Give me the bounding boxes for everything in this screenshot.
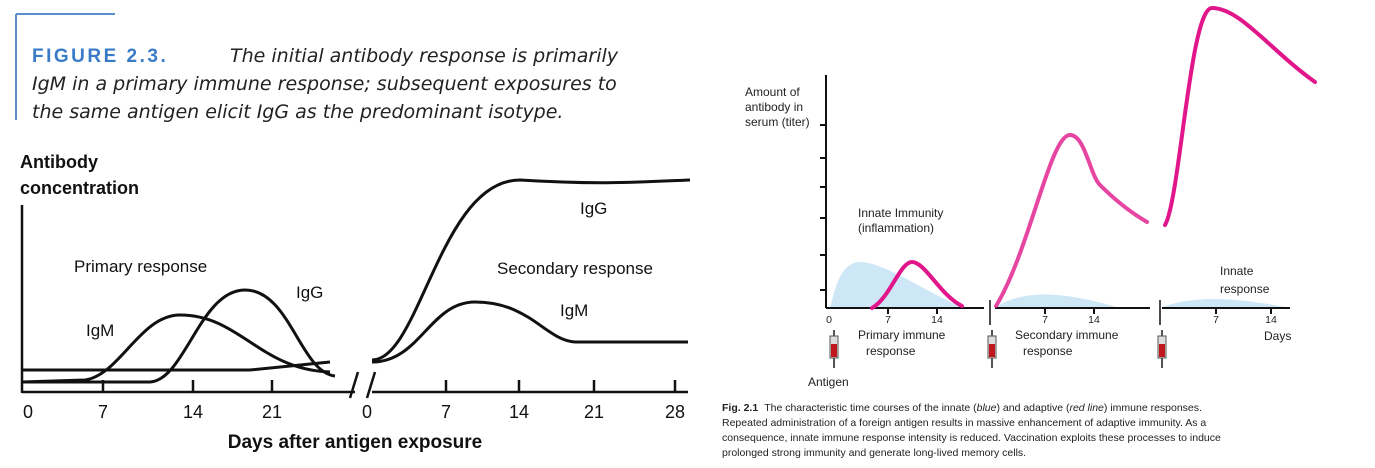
caption-label: FIGURE 2.3. bbox=[32, 46, 168, 67]
syringe bbox=[829, 330, 839, 368]
label: IgG bbox=[296, 283, 323, 302]
y-axis-label: antibody in bbox=[745, 100, 803, 114]
x-unit: Days bbox=[1264, 329, 1291, 343]
caption-line: the same antigen elicit IgG as the predo… bbox=[32, 101, 563, 123]
caption-line: The initial antibody response is primari… bbox=[230, 45, 619, 67]
label: Secondary response bbox=[497, 259, 653, 278]
caption-line: IgM in a primary immune response; subseq… bbox=[32, 73, 617, 95]
caption-text: ) and adaptive ( bbox=[996, 402, 1069, 414]
x-tick-label: 21 bbox=[584, 402, 604, 422]
y-axis-label: Antibody bbox=[20, 152, 98, 172]
x-tick-label: 28 bbox=[665, 402, 685, 422]
caption-line: prolonged strong immunity and generate l… bbox=[722, 447, 1026, 459]
caption-text: red line bbox=[1069, 402, 1104, 414]
caption-label: Fig. 2.1 bbox=[722, 402, 758, 414]
syringe bbox=[1157, 330, 1167, 368]
tertiary-adaptive-curve bbox=[1163, 5, 1317, 227]
right-figure: Amount of antibody in serum (titer) 0 7 … bbox=[722, 5, 1317, 459]
axes bbox=[820, 75, 1290, 325]
syringes bbox=[829, 330, 1167, 368]
x-tick-label: 14 bbox=[183, 402, 203, 422]
x-tick-label: 14 bbox=[931, 314, 943, 326]
x-tick-label: 7 bbox=[1213, 314, 1219, 326]
x-tick-label: 7 bbox=[885, 314, 891, 326]
label: Innate bbox=[1220, 264, 1254, 278]
x-tick-label: 0 bbox=[826, 314, 832, 326]
x-tick-label: 14 bbox=[1088, 314, 1100, 326]
syringe bbox=[987, 330, 997, 368]
caption-line: Repeated administration of a foreign ant… bbox=[722, 417, 1206, 429]
primary-baseline bbox=[22, 360, 331, 372]
x-tick-label: 14 bbox=[509, 402, 529, 422]
label: Primary immune bbox=[858, 328, 946, 342]
label: Primary response bbox=[74, 257, 207, 276]
label: response bbox=[1023, 344, 1073, 358]
label: (inflammation) bbox=[858, 221, 934, 235]
x-tick-label: 21 bbox=[262, 402, 282, 422]
caption-line: consequence, innate immune response inte… bbox=[722, 432, 1221, 444]
label: response bbox=[1220, 282, 1270, 296]
label: IgG bbox=[580, 199, 607, 218]
primary-igm-curve bbox=[21, 313, 331, 384]
y-axis-label: serum (titer) bbox=[745, 115, 810, 129]
x-axis-label: Days after antigen exposure bbox=[228, 432, 482, 453]
x-tick-label: 14 bbox=[1265, 314, 1277, 326]
x-tick-label: 7 bbox=[1042, 314, 1048, 326]
y-axis-label: Amount of bbox=[745, 85, 800, 99]
caption-text: blue bbox=[977, 402, 997, 414]
x-tick-labels: 0 7 14 7 14 7 14 bbox=[826, 314, 1277, 326]
primary-adaptive-curve bbox=[870, 259, 964, 310]
caption-text: The characteristic time courses of the i… bbox=[764, 402, 977, 414]
caption: Fig. 2.1 The characteristic time courses … bbox=[722, 402, 1221, 459]
label: IgM bbox=[86, 321, 114, 340]
label: Antigen bbox=[808, 375, 849, 389]
secondary-igm-curve bbox=[371, 300, 688, 364]
x-tick-label: 7 bbox=[441, 402, 451, 422]
x-tick-label: 7 bbox=[98, 402, 108, 422]
primary-igg-curve bbox=[22, 288, 336, 384]
x-tick-labels: 0 7 14 21 0 7 14 21 28 bbox=[23, 402, 685, 422]
y-axis-label: concentration bbox=[20, 178, 139, 198]
x-tick-label: 0 bbox=[362, 402, 372, 422]
secondary-igg-curve bbox=[371, 178, 691, 362]
x-tick-label: 0 bbox=[23, 402, 33, 422]
secondary-adaptive-curve bbox=[994, 132, 1149, 308]
label: Secondary immune bbox=[1015, 328, 1119, 342]
caption-text: ) immune responses. bbox=[1104, 402, 1202, 414]
left-figure: FIGURE 2.3. The initial antibody respons… bbox=[15, 13, 691, 453]
label: IgM bbox=[560, 301, 588, 320]
label: Innate Immunity bbox=[858, 206, 943, 220]
label: response bbox=[866, 344, 916, 358]
axes bbox=[20, 205, 688, 399]
caption-line: Fig. 2.1 The characteristic time courses … bbox=[722, 402, 1202, 414]
